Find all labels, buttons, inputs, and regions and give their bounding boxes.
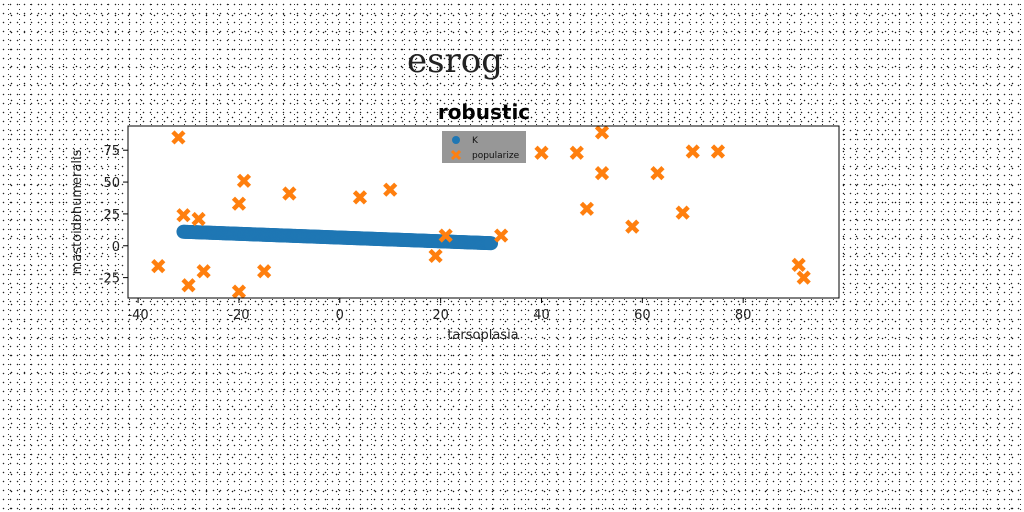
point-popularize [191, 211, 206, 227]
plot-frame [127, 125, 840, 299]
figure-suptitle: esrog [407, 41, 503, 81]
y-tick-label: -25 [99, 272, 120, 287]
point-popularize [196, 264, 211, 279]
x-tick-label: 40 [533, 308, 550, 323]
y-axis: -25 0 25 50 75 [99, 144, 128, 287]
series-k [176, 224, 499, 251]
point-popularize [171, 130, 186, 145]
point-popularize [594, 166, 610, 181]
point-popularize [494, 228, 509, 243]
x-tick-label: 80 [735, 308, 752, 323]
y-tick-label: 50 [103, 176, 120, 191]
point-popularize [428, 248, 443, 264]
point-popularize [383, 182, 398, 197]
chart-title: robustic [438, 100, 530, 124]
point-popularize [534, 145, 549, 160]
point-popularize [594, 125, 610, 140]
x-tick-label: -40 [127, 308, 148, 323]
series-popularize [151, 125, 811, 299]
x-axis-label: tarsoplasia [447, 328, 518, 343]
point-popularize [791, 257, 806, 272]
x-axis: -40 -20 0 20 40 60 80 [127, 298, 751, 323]
legend-label-popularize: popularize [472, 151, 520, 161]
x-tick-label: 0 [336, 308, 344, 323]
point-popularize [236, 173, 252, 188]
point-popularize [710, 144, 726, 159]
point-popularize [176, 208, 191, 223]
point-popularize [796, 270, 811, 285]
point-popularize [675, 205, 690, 220]
y-tick-label: 25 [103, 208, 120, 223]
point-popularize [151, 259, 166, 274]
legend-marker-popularize [450, 149, 462, 161]
legend-label-k: K [472, 136, 479, 146]
x-tick-label: 20 [432, 308, 449, 323]
point-popularize [650, 166, 665, 181]
legend-marker-k [452, 136, 460, 144]
y-axis-label: mastoidohumeralis [70, 149, 85, 274]
point-popularize [282, 186, 297, 201]
point-popularize [257, 264, 272, 279]
legend: K popularize [442, 131, 526, 163]
point-popularize [579, 201, 594, 216]
y-tick-label: 0 [112, 240, 120, 255]
point-popularize [685, 144, 700, 159]
x-tick-label: 60 [634, 308, 651, 323]
point-popularize [231, 284, 247, 299]
point-popularize [231, 196, 247, 211]
y-tick-label: 75 [103, 144, 120, 159]
x-tick-label: -20 [228, 308, 249, 323]
point-popularize [625, 219, 640, 234]
point-popularize [569, 145, 584, 160]
point-popularize [181, 278, 196, 293]
point-popularize [352, 190, 368, 205]
point-popularize [438, 228, 453, 243]
